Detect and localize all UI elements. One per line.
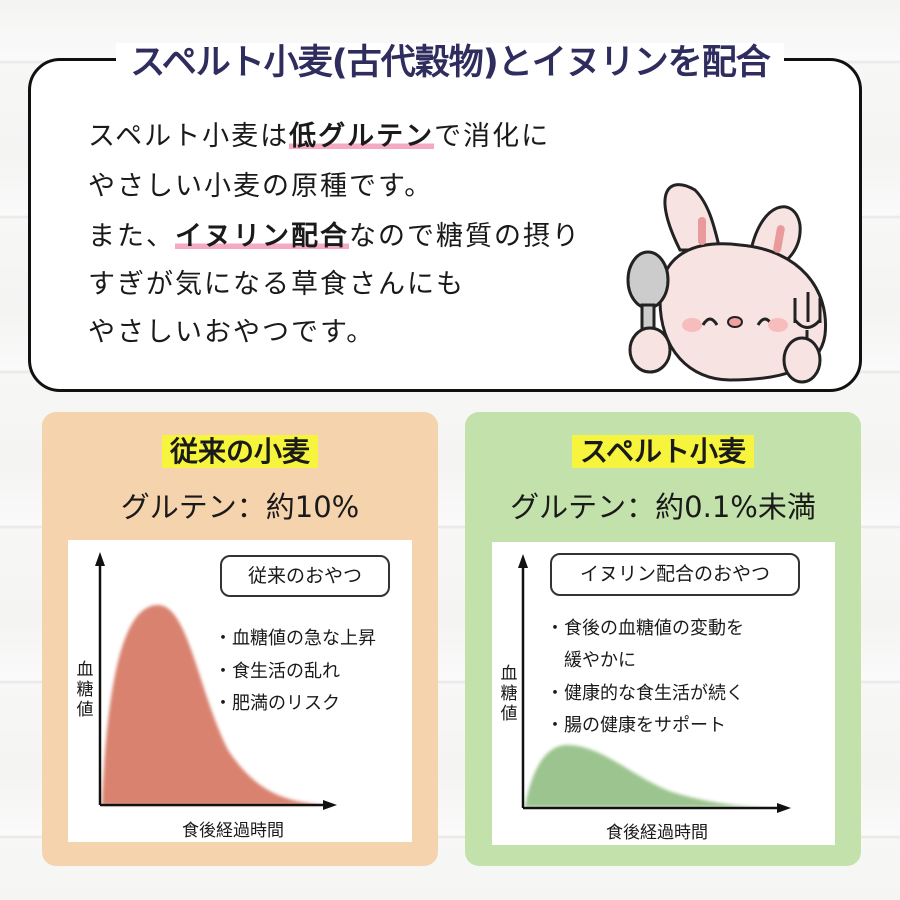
panel-heading: 従来の小麦: [42, 430, 438, 470]
bullet-item: ・血糖値の急な上昇: [214, 628, 376, 649]
y-axis-label: 血糖値: [76, 660, 94, 720]
y-axis-label: 血糖値: [500, 664, 518, 724]
intro-line: やさしいおやつです。: [88, 317, 376, 348]
x-axis-arrow-icon: [323, 800, 337, 810]
gluten-content: グルテン：約0.1%未満: [510, 490, 816, 524]
bullet-item: ・健康的な食生活が続く: [546, 683, 744, 704]
y-axis-arrow-icon: [95, 552, 105, 566]
page-title: スペルト小麦(古代穀物)とイヌリンを配合: [0, 34, 900, 85]
bullet-item: ・食後の血糖値の変動を: [546, 618, 744, 639]
intro-line: スペルト小麦は低グルテンで消化に: [88, 121, 551, 152]
x-axis-arrow-icon: [777, 803, 791, 813]
blood-sugar-chart: 従来のおやつ ・血糖値の急な上昇 ・食生活の乱れ ・肥満のリスク 血糖値 食後経…: [68, 540, 412, 842]
x-axis-label: 食後経過時間: [606, 823, 708, 843]
bunny-mascot-icon: [626, 183, 828, 384]
intro-line: すぎが気になる草食さんにも: [88, 269, 465, 300]
chart-label: イヌリン配合のおやつ: [550, 553, 800, 596]
bullet-item: ・肥満のリスク: [214, 693, 340, 714]
intro-line: また、イヌリン配合なので糖質の摂り: [88, 221, 581, 252]
blood-sugar-chart: イヌリン配合のおやつ ・食後の血糖値の変動を 緩やかに ・健康的な食生活が続く …: [492, 542, 835, 845]
bullet-item: 緩やかに: [546, 650, 636, 671]
intro-line: やさしい小麦の原種です。: [88, 171, 434, 202]
gluten-content: グルテン：約10%: [120, 490, 360, 524]
blood-sugar-curve: [525, 745, 782, 807]
chart-label: 従来のおやつ: [220, 555, 390, 597]
bullet-item: ・食生活の乱れ: [214, 661, 340, 682]
y-axis-arrow-icon: [518, 554, 528, 568]
x-axis-label: 食後経過時間: [182, 821, 284, 841]
panel-heading: スペルト小麦: [465, 430, 861, 470]
blood-sugar-curve: [102, 605, 328, 805]
bullet-item: ・腸の健康をサポート: [546, 715, 726, 736]
